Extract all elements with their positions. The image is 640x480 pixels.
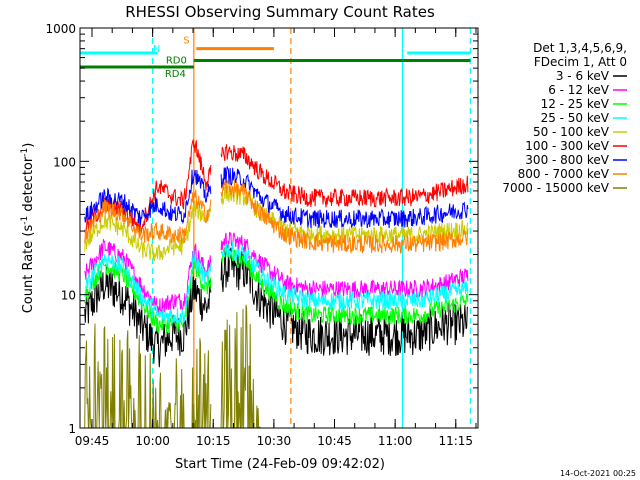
y-axis-label-sup: -1 — [20, 216, 30, 225]
series-line — [84, 179, 469, 255]
y-tick-label: 1000 — [45, 22, 76, 36]
legend-header-line: FDecim 1, Att 0 — [534, 55, 627, 69]
status-bar-label: RD4 — [165, 69, 186, 80]
legend-entry-label: 3 - 6 keV — [556, 69, 610, 83]
legend-header-line: Det 1,3,4,5,6,9, — [533, 41, 627, 55]
y-axis-label-part: Count Rate (s — [21, 225, 36, 314]
legend-entry-label: 6 - 12 keV — [548, 83, 610, 97]
x-tick-label: 10:45 — [317, 434, 352, 448]
plot-frame — [79, 27, 479, 429]
y-tick-label: 100 — [53, 155, 76, 169]
legend-entry-label: 12 - 25 keV — [541, 97, 610, 111]
y-tick-label: 1 — [68, 422, 76, 436]
legend-entry-label: 300 - 800 keV — [525, 153, 609, 167]
x-tick-label: 09:45 — [75, 434, 110, 448]
status-bar-label: S — [183, 36, 189, 47]
y-axis-label-part: ) — [21, 143, 36, 148]
x-tick-label: 11:15 — [438, 434, 473, 448]
y-axis-label-sup: -1 — [20, 148, 30, 157]
series-line — [84, 232, 469, 316]
series-line — [84, 241, 469, 325]
vertical-markers — [152, 28, 471, 428]
series-line — [84, 247, 469, 368]
x-tick-label: 10:30 — [257, 434, 292, 448]
y-axis-label-part: detector — [21, 156, 36, 216]
status-bar-label: N — [153, 44, 160, 55]
x-tick-label: 11:00 — [378, 434, 413, 448]
x-tick-label: 10:15 — [196, 434, 231, 448]
legend-entry-label: 800 - 7000 keV — [518, 167, 610, 181]
status-bars: N S RD0 RD4 — [79, 36, 471, 80]
legend-entry-label: 25 - 50 keV — [541, 111, 610, 125]
y-tick-label: 10 — [61, 289, 76, 303]
series-layer — [84, 139, 469, 429]
chart-title: RHESSI Observing Summary Count Rates — [125, 3, 435, 21]
axes: 1 10 100 1000 09:45 10:00 10:15 10:30 10:45 11:00… — [45, 22, 479, 448]
legend-entry-label: 7000 - 15000 keV — [502, 181, 609, 195]
legend: Det 1,3,4,5,6,9, FDecim 1, Att 0 3 - 6 k… — [502, 41, 627, 195]
status-bar-label: RD0 — [166, 56, 187, 67]
footer-date: 14-Oct-2021 00:25 — [560, 469, 636, 478]
x-axis-label: Start Time (24-Feb-09 09:42:02) — [175, 457, 385, 472]
legend-entry-label: 100 - 300 keV — [525, 139, 609, 153]
legend-entry-label: 50 - 100 keV — [533, 125, 610, 139]
y-axis-label: Count Rate (s-1 detector-1) — [20, 143, 36, 314]
x-tick-label: 10:00 — [135, 434, 170, 448]
